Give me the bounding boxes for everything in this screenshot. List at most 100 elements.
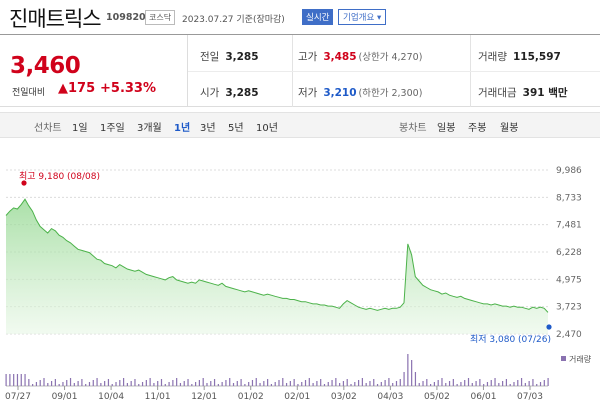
volume-bar xyxy=(361,378,363,386)
high-cell: 고가 3,485 (상한가 4,270) xyxy=(298,49,422,64)
volume-bar xyxy=(380,382,382,386)
volume-bar xyxy=(69,378,72,386)
volume-bar xyxy=(536,384,538,386)
volume-bar xyxy=(263,381,265,386)
volume-bar xyxy=(164,384,166,386)
volume-bar xyxy=(369,381,371,386)
date-basis: 2023.07.27 기준(장마감) xyxy=(182,15,285,25)
volume-bar xyxy=(100,383,102,386)
x-tick-label: 06/01 xyxy=(470,392,496,402)
prev-close-label: 전일 xyxy=(200,51,220,63)
volume-bar xyxy=(422,381,424,386)
period-10y[interactable]: 10년 xyxy=(256,123,278,134)
volume-bar xyxy=(16,374,19,386)
realtime-button[interactable]: 실시간 xyxy=(302,9,334,25)
volume-bar xyxy=(5,374,7,386)
volume-bar xyxy=(539,382,542,386)
volume-bar xyxy=(47,383,49,386)
volume-bar xyxy=(289,381,291,386)
volume-bar xyxy=(532,379,534,386)
up-triangle-icon: ▲ xyxy=(58,81,68,96)
volume-bar xyxy=(176,378,178,386)
period-1w[interactable]: 1주일 xyxy=(100,123,125,134)
company-overview-button[interactable]: 기업개요 ▾ xyxy=(338,9,387,25)
volume-bar xyxy=(388,378,390,386)
low-marker xyxy=(546,324,552,330)
volume-bar xyxy=(179,383,182,386)
volume-bar xyxy=(50,381,53,386)
volume-bar xyxy=(399,379,401,386)
x-tick-label: 10/04 xyxy=(98,392,124,402)
volume-bar xyxy=(229,378,231,386)
volume-bar xyxy=(517,380,519,386)
volume-bar xyxy=(426,379,428,386)
volume-bar xyxy=(407,354,409,386)
volume-bar xyxy=(138,384,140,386)
period-3m[interactable]: 3개월 xyxy=(137,123,162,134)
volume-bar xyxy=(244,384,246,386)
prev-close-value: 3,285 xyxy=(225,51,259,63)
lower-limit: (하한가 2,300) xyxy=(358,88,423,99)
volume-bar xyxy=(20,374,22,386)
y-tick-label: 4,975 xyxy=(556,275,582,285)
volume-bar xyxy=(312,383,314,386)
volume-bar xyxy=(81,379,83,386)
low-annotation: 최저 3,080 (07/26) xyxy=(470,334,551,345)
volume-bar xyxy=(35,382,38,386)
volume-bar xyxy=(308,378,310,386)
volume-bar xyxy=(278,380,280,386)
volume-bar xyxy=(221,382,223,386)
volume-bar xyxy=(107,379,110,386)
volume-bar xyxy=(543,380,545,386)
overview-label: 기업개요 xyxy=(343,13,375,23)
candle-weekly[interactable]: 주봉 xyxy=(468,123,487,134)
volume-bar xyxy=(198,380,201,386)
period-5y[interactable]: 5년 xyxy=(228,123,244,134)
current-price-box: 3,460 전일대비 ▲175 +5.33% xyxy=(0,35,188,107)
change-value: 175 xyxy=(68,81,96,96)
period-1d[interactable]: 1일 xyxy=(72,123,88,134)
volume-bar xyxy=(122,378,125,386)
x-tick-label: 11/01 xyxy=(145,392,171,402)
volume-bar xyxy=(191,384,193,386)
volume-bar xyxy=(448,381,451,386)
y-tick-label: 8,733 xyxy=(556,193,582,203)
volume-bar xyxy=(350,384,352,386)
volume-bar xyxy=(259,383,261,386)
volume-bar xyxy=(66,380,68,386)
price-line xyxy=(5,198,549,313)
volume-bar xyxy=(285,383,288,386)
volume-bar xyxy=(13,374,15,386)
volume-bar xyxy=(172,380,174,386)
current-price: 3,460 xyxy=(10,53,81,79)
volume-bar xyxy=(498,383,500,386)
volume-bar xyxy=(486,382,489,386)
period-3y[interactable]: 3년 xyxy=(200,123,216,134)
prev-close-cell: 전일 3,285 xyxy=(200,49,259,64)
volume-bar xyxy=(255,378,257,386)
candle-monthly[interactable]: 월봉 xyxy=(500,123,519,134)
volume-bar xyxy=(225,380,227,386)
volume-bar xyxy=(126,383,128,386)
period-1y[interactable]: 1년 xyxy=(174,123,191,134)
candle-daily[interactable]: 일봉 xyxy=(437,123,456,134)
x-tick-label: 07/27 xyxy=(5,392,31,402)
volume-bar xyxy=(77,381,79,386)
volume-bar xyxy=(418,383,420,386)
x-tick-label: 03/02 xyxy=(331,392,357,402)
volume-bar xyxy=(119,380,121,386)
change-label: 전일대비 xyxy=(12,88,46,98)
volume-bar xyxy=(490,380,492,386)
volume-bar xyxy=(441,378,443,386)
volume-value: 115,597 xyxy=(512,51,561,63)
volume-bar xyxy=(104,381,106,386)
volume-legend-label: 거래량 xyxy=(569,354,592,364)
volume-bar xyxy=(9,374,11,386)
volume-bar xyxy=(524,383,526,386)
market-badge: 코스닥 xyxy=(145,10,176,25)
volume-bar xyxy=(528,381,530,386)
y-axis: 9,986 8,733 7,481 6,228 4,975 3,723 2,470 xyxy=(556,166,582,340)
volume-bar xyxy=(346,379,348,386)
volume-bar xyxy=(513,382,515,386)
x-tick-label: 01/02 xyxy=(238,392,264,402)
